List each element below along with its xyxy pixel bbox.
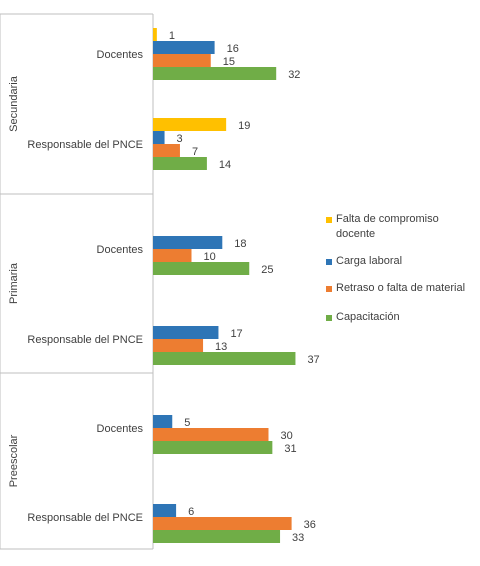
- data-label-secundaria-responsable-del-pnce-retraso-o-falta-de-material: 7: [192, 146, 198, 158]
- bar-secundaria-docentes-capacitacion: [153, 67, 277, 80]
- data-label-secundaria-docentes-carga-laboral: 16: [227, 43, 239, 55]
- bar-secundaria-responsable-del-pnce-retraso-o-falta-de-material: [153, 144, 180, 157]
- category-label-primaria-responsable-del-pnce: Responsable del PNCE: [27, 334, 143, 346]
- bar-primaria-responsable-del-pnce-carga-laboral: [153, 326, 219, 339]
- bar-secundaria-responsable-del-pnce-falta-de-compromiso-docente: [153, 118, 227, 131]
- legend-label-retraso-material: Retraso o falta de material: [336, 282, 466, 294]
- bar-preescolar-responsable-del-pnce-capacitacion: [153, 530, 281, 543]
- data-label-secundaria-responsable-del-pnce-falta-de-compromiso-docente: 19: [238, 120, 250, 132]
- legend-swatch-capacitacion: [326, 315, 332, 321]
- data-label-preescolar-responsable-del-pnce-capacitacion: 33: [292, 532, 304, 544]
- group-label-primaria: Primaria: [8, 262, 20, 304]
- data-label-preescolar-docentes-carga-laboral: 5: [184, 417, 190, 429]
- data-label-secundaria-responsable-del-pnce-carga-laboral: 3: [177, 133, 183, 145]
- bar-secundaria-docentes-retraso-o-falta-de-material: [153, 54, 211, 67]
- data-label-primaria-docentes-carga-laboral: 18: [234, 238, 246, 250]
- legend-label-carga-laboral: Carga laboral: [336, 255, 403, 267]
- bar-secundaria-responsable-del-pnce-carga-laboral: [153, 131, 165, 144]
- legend-label-capacitacion: Capacitación: [336, 311, 400, 323]
- data-label-secundaria-docentes-falta-de-compromiso-docente: 1: [169, 30, 175, 42]
- legend-item-carga-laboral: Carga laboral: [326, 254, 476, 269]
- data-label-preescolar-docentes-retraso-o-falta-de-material: 30: [281, 430, 293, 442]
- legend-swatch-carga-laboral: [326, 259, 332, 265]
- bar-primaria-responsable-del-pnce-retraso-o-falta-de-material: [153, 339, 204, 352]
- group-label-secundaria: Secundaria: [8, 75, 20, 132]
- group-label-preescolar: Preescolar: [8, 434, 20, 487]
- category-label-primaria-docentes: Docentes: [97, 244, 144, 256]
- data-label-preescolar-docentes-capacitacion: 31: [284, 443, 296, 455]
- bar-secundaria-responsable-del-pnce-capacitacion: [153, 157, 207, 170]
- data-label-preescolar-responsable-del-pnce-retraso-o-falta-de-material: 36: [304, 519, 316, 531]
- category-label-secundaria-docentes: Docentes: [97, 49, 144, 61]
- data-label-secundaria-docentes-capacitacion: 32: [288, 69, 300, 81]
- bar-primaria-docentes-carga-laboral: [153, 236, 223, 249]
- legend-label-falta-compromiso: Falta de compromiso docente: [336, 213, 439, 240]
- data-label-preescolar-responsable-del-pnce-carga-laboral: 6: [188, 506, 194, 518]
- legend-item-capacitacion: Capacitación: [326, 310, 476, 325]
- legend-swatch-retraso-material: [326, 286, 332, 292]
- data-label-primaria-responsable-del-pnce-carga-laboral: 17: [230, 328, 242, 340]
- legend-item-falta-compromiso: Falta de compromiso docente: [326, 212, 476, 242]
- bar-preescolar-responsable-del-pnce-retraso-o-falta-de-material: [153, 517, 292, 530]
- bar-secundaria-docentes-falta-de-compromiso-docente: [153, 28, 157, 41]
- bar-preescolar-responsable-del-pnce-carga-laboral: [153, 504, 177, 517]
- bar-primaria-docentes-retraso-o-falta-de-material: [153, 249, 192, 262]
- data-label-primaria-responsable-del-pnce-retraso-o-falta-de-material: 13: [215, 341, 227, 353]
- bar-primaria-docentes-capacitacion: [153, 262, 250, 275]
- bar-preescolar-docentes-carga-laboral: [153, 415, 173, 428]
- bar-preescolar-docentes-capacitacion: [153, 441, 273, 454]
- legend-swatch-falta-compromiso: [326, 217, 332, 223]
- category-label-preescolar-responsable-del-pnce: Responsable del PNCE: [27, 512, 143, 524]
- bar-preescolar-docentes-retraso-o-falta-de-material: [153, 428, 269, 441]
- category-label-preescolar-docentes: Docentes: [97, 423, 144, 435]
- data-label-primaria-responsable-del-pnce-capacitacion: 37: [307, 354, 319, 366]
- data-label-primaria-docentes-retraso-o-falta-de-material: 10: [204, 251, 216, 263]
- bar-primaria-responsable-del-pnce-capacitacion: [153, 352, 296, 365]
- data-label-primaria-docentes-capacitacion: 25: [261, 264, 273, 276]
- legend: Falta de compromiso docente Carga labora…: [326, 212, 476, 337]
- data-label-secundaria-docentes-retraso-o-falta-de-material: 15: [223, 56, 235, 68]
- legend-item-retraso-material: Retraso o falta de material: [326, 281, 476, 296]
- data-label-secundaria-responsable-del-pnce-capacitacion: 14: [219, 159, 231, 171]
- bar-secundaria-docentes-carga-laboral: [153, 41, 215, 54]
- category-label-secundaria-responsable-del-pnce: Responsable del PNCE: [27, 139, 143, 151]
